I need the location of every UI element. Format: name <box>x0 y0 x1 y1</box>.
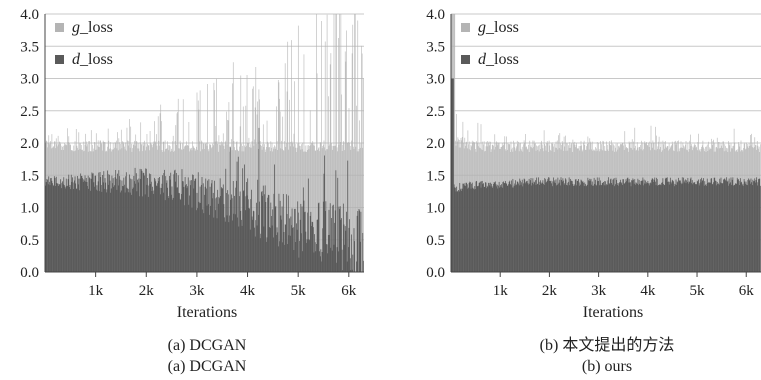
legend-label: d_loss <box>478 51 519 68</box>
x-tick-label: 4k <box>240 283 256 299</box>
y-tick-label: 3.5 <box>20 39 39 55</box>
x-tick-label: 1k <box>88 283 104 299</box>
legend-label: g_loss <box>72 19 113 36</box>
y-tick-label: 1.0 <box>20 201 39 217</box>
series-area <box>451 14 761 272</box>
x-tick-label: 5k <box>690 283 706 299</box>
y-tick-label: 0.5 <box>20 233 39 249</box>
legend-swatch <box>55 55 64 64</box>
caption-b-2: (b) ours <box>581 358 633 375</box>
y-tick-label: 2.0 <box>20 136 39 152</box>
series-area <box>45 14 364 272</box>
x-tick-label: 3k <box>591 283 607 299</box>
x-axis-label: Iterations <box>177 304 237 320</box>
caption-a-2: (a) DCGAN <box>167 358 247 375</box>
x-tick-label: 6k <box>341 283 357 299</box>
chart-panel-a: 0.0 0.5 1.0 1.5 2.0 2.5 3.0 3.5 4.0 1k 2k 3k 4k 5k 6k I… <box>20 7 364 320</box>
legend-label: d_loss <box>72 51 113 68</box>
y-tick-label: 3.0 <box>426 72 445 88</box>
y-tick-label: 4.0 <box>426 7 445 23</box>
caption-a-1: (a) DCGAN <box>167 337 247 354</box>
x-axis-label: Iterations <box>583 304 643 320</box>
x-tick-label: 1k <box>493 283 509 299</box>
legend-swatch <box>461 23 470 32</box>
y-tick-label: 2.5 <box>20 104 39 120</box>
y-tick-label: 2.5 <box>426 104 445 120</box>
y-tick-label: 3.5 <box>426 39 445 55</box>
legend-swatch <box>461 55 470 64</box>
y-tick-label: 0.0 <box>426 265 445 281</box>
y-tick-label: 1.0 <box>426 201 445 217</box>
x-tick-label: 6k <box>739 283 755 299</box>
x-tick-label: 2k <box>542 283 558 299</box>
y-tick-label: 1.5 <box>426 168 445 184</box>
y-tick-label: 4.0 <box>20 7 39 23</box>
y-tick-label: 3.0 <box>20 72 39 88</box>
caption-b-1: (b) 本文提出的方法 <box>539 337 675 354</box>
x-tick-label: 2k <box>139 283 155 299</box>
x-tick-label: 4k <box>640 283 656 299</box>
figure: 0.0 0.5 1.0 1.5 2.0 2.5 3.0 3.5 4.0 1k 2k 3k 4k 5k 6k I… <box>20 7 761 320</box>
y-tick-label: 0.0 <box>20 265 39 281</box>
y-tick-label: 1.5 <box>20 168 39 184</box>
legend-label: g_loss <box>478 19 519 36</box>
y-tick-label: 2.0 <box>426 136 445 152</box>
x-tick-label: 3k <box>189 283 205 299</box>
legend-swatch <box>55 23 64 32</box>
y-tick-label: 0.5 <box>426 233 445 249</box>
x-tick-label: 5k <box>291 283 307 299</box>
chart-panel-b: 0.0 0.5 1.0 1.5 2.0 2.5 3.0 3.5 4.0 1k 2k 3k 4k 5k 6k I… <box>426 7 761 320</box>
